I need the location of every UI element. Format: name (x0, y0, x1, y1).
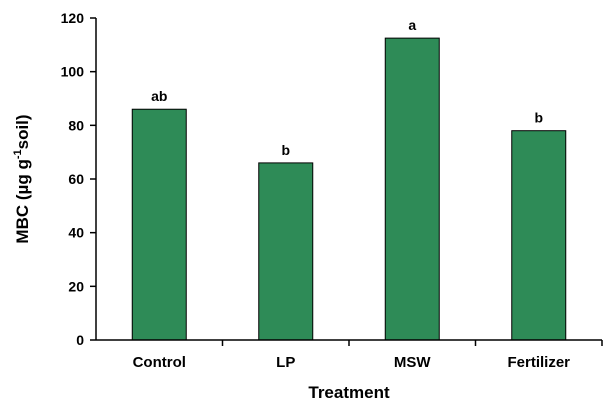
y-axis-title-superscript: -1 (12, 149, 24, 159)
x-axis-title: Treatment (308, 383, 390, 402)
data-label: b (281, 142, 290, 158)
bar-lp (258, 162, 314, 341)
data-label: b (534, 110, 543, 126)
y-tick-label: 60 (68, 171, 84, 187)
y-tick-label: 20 (68, 278, 84, 294)
y-tick-label: 0 (76, 332, 84, 348)
y-tick-label: 80 (68, 117, 84, 133)
data-label: a (408, 17, 416, 33)
x-tick-label: Control (133, 354, 186, 371)
y-axis-title: MBC (µg g-1soil) (12, 114, 32, 243)
x-tick-label: MSW (394, 354, 432, 371)
bar-control (131, 108, 187, 341)
bar-msw (384, 37, 440, 341)
x-axis-ticks (221, 340, 603, 346)
y-tick-label: 40 (68, 225, 84, 241)
y-axis-ticks: 0 20 40 60 80 100 120 (61, 10, 96, 348)
y-axis-title-suffix: soil) (13, 114, 32, 149)
y-tick-label: 120 (61, 10, 85, 26)
bar-fertilizer (511, 130, 567, 341)
y-axis-title-main: MBC (µg g (13, 159, 32, 243)
y-tick-label: 100 (61, 64, 85, 80)
x-tick-label: Fertilizer (507, 354, 570, 371)
x-tick-label: LP (276, 354, 295, 371)
data-label: ab (151, 88, 167, 104)
bars: ab Control b LP a MSW b Fertilizer (131, 17, 570, 371)
